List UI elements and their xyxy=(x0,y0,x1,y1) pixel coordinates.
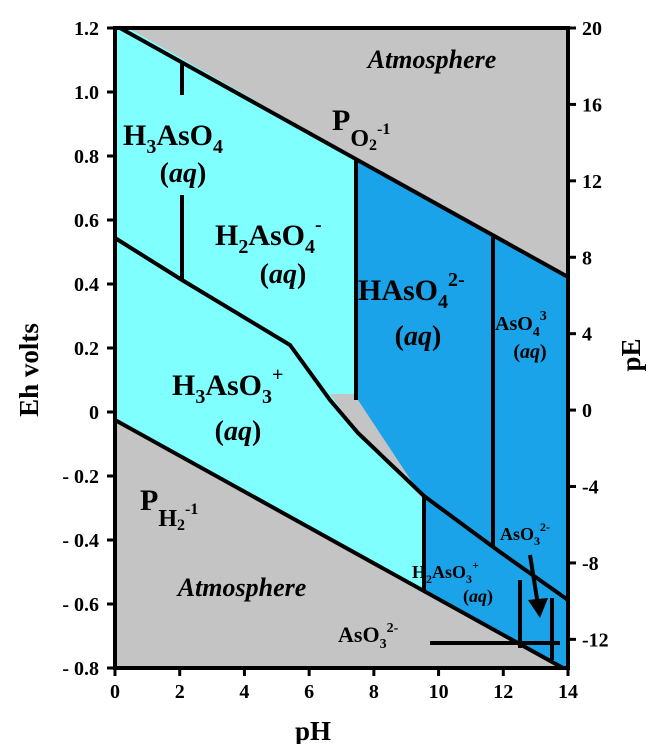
tick-labels: 0 2 4 6 8 10 12 14 1.2 1.0 0.8 0.6 0.4 0.2 0 - 0.2 - 0.4… xyxy=(62,18,608,703)
h2-water-boundary xyxy=(114,418,564,670)
y-right-tick-label: -8 xyxy=(582,553,599,575)
y-left-tick-label: 0.8 xyxy=(74,146,99,168)
aso3-arrow-shaft xyxy=(528,554,540,606)
x-tick-label: 14 xyxy=(558,681,578,703)
y-right-tick-label: -12 xyxy=(582,629,609,651)
y-left-tick-label: 0.4 xyxy=(74,274,99,296)
o2-pressure-label: PO2-1 xyxy=(332,104,390,154)
h2aso3-label: H2AsO3+ xyxy=(412,558,479,586)
y-right-tick-label: 12 xyxy=(582,171,602,193)
aso3-right-label: AsO32- xyxy=(500,520,550,548)
y-left-tick-label: - 0.4 xyxy=(62,530,99,552)
y-left-tick-label: 1.0 xyxy=(74,82,99,104)
y-left-tick-label: 0.2 xyxy=(74,338,99,360)
x-tick-label: 4 xyxy=(239,681,249,703)
y-left-tick-label: - 0.2 xyxy=(62,466,99,488)
y-left-tick-label: 0 xyxy=(89,402,99,424)
h2aso3-aq-label: (aq) xyxy=(463,586,493,607)
x-tick-label: 8 xyxy=(369,681,379,703)
atmosphere-top-label: Atmosphere xyxy=(366,45,497,74)
aso3-bottom-label: AsO32- xyxy=(338,621,399,652)
y-right-tick-label: -4 xyxy=(582,477,599,499)
h2aso4-aq-label: (aq) xyxy=(260,259,307,290)
y-right-tick-label: 0 xyxy=(582,400,592,422)
aso4-label: AsO43 xyxy=(495,309,547,340)
h3aso3-label: H3AsO3+ xyxy=(172,364,283,408)
y-left-axis-title: Eh volts xyxy=(14,323,44,417)
x-tick-label: 12 xyxy=(493,681,513,703)
h2-pressure-label: PH2-1 xyxy=(140,484,198,534)
region-mid-blue xyxy=(356,158,568,668)
h3aso4-label: H3AsO4 xyxy=(123,119,223,158)
arsenate-arsenite-boundary xyxy=(113,236,570,602)
h3aso4-aq-label: (aq) xyxy=(160,158,207,189)
y-right-tick-label: 20 xyxy=(582,18,602,40)
y-left-tick-label: - 0.8 xyxy=(62,658,99,680)
aso3-arrow-head xyxy=(528,598,548,618)
boundary-lines xyxy=(113,26,570,670)
y-right-tick-label: 4 xyxy=(582,324,592,346)
o2-water-boundary xyxy=(119,26,569,279)
aso4-aq-label: (aq) xyxy=(513,341,546,363)
y-right-tick-label: 16 xyxy=(582,94,602,116)
atmosphere-bottom-label: Atmosphere xyxy=(176,573,307,602)
x-axis-title: pH xyxy=(295,716,331,744)
x-tick-label: 0 xyxy=(110,681,120,703)
x-tick-label: 6 xyxy=(304,681,314,703)
h2aso4-label: H2AsO4- xyxy=(215,214,322,258)
y-right-axis-title: pE xyxy=(616,338,646,371)
y-left-tick-label: - 0.6 xyxy=(62,594,99,616)
x-tick-label: 2 xyxy=(175,681,185,703)
y-left-tick-label: 1.2 xyxy=(74,18,99,40)
x-tick-label: 10 xyxy=(429,681,449,703)
haso4-label: HAsO42- xyxy=(358,269,465,313)
tick-marks xyxy=(107,26,576,676)
y-right-tick-label: 8 xyxy=(582,247,592,269)
h3aso3-aq-label: (aq) xyxy=(215,416,262,447)
y-left-tick-label: 0.6 xyxy=(74,210,99,232)
haso4-aq-label: (aq) xyxy=(395,321,442,352)
